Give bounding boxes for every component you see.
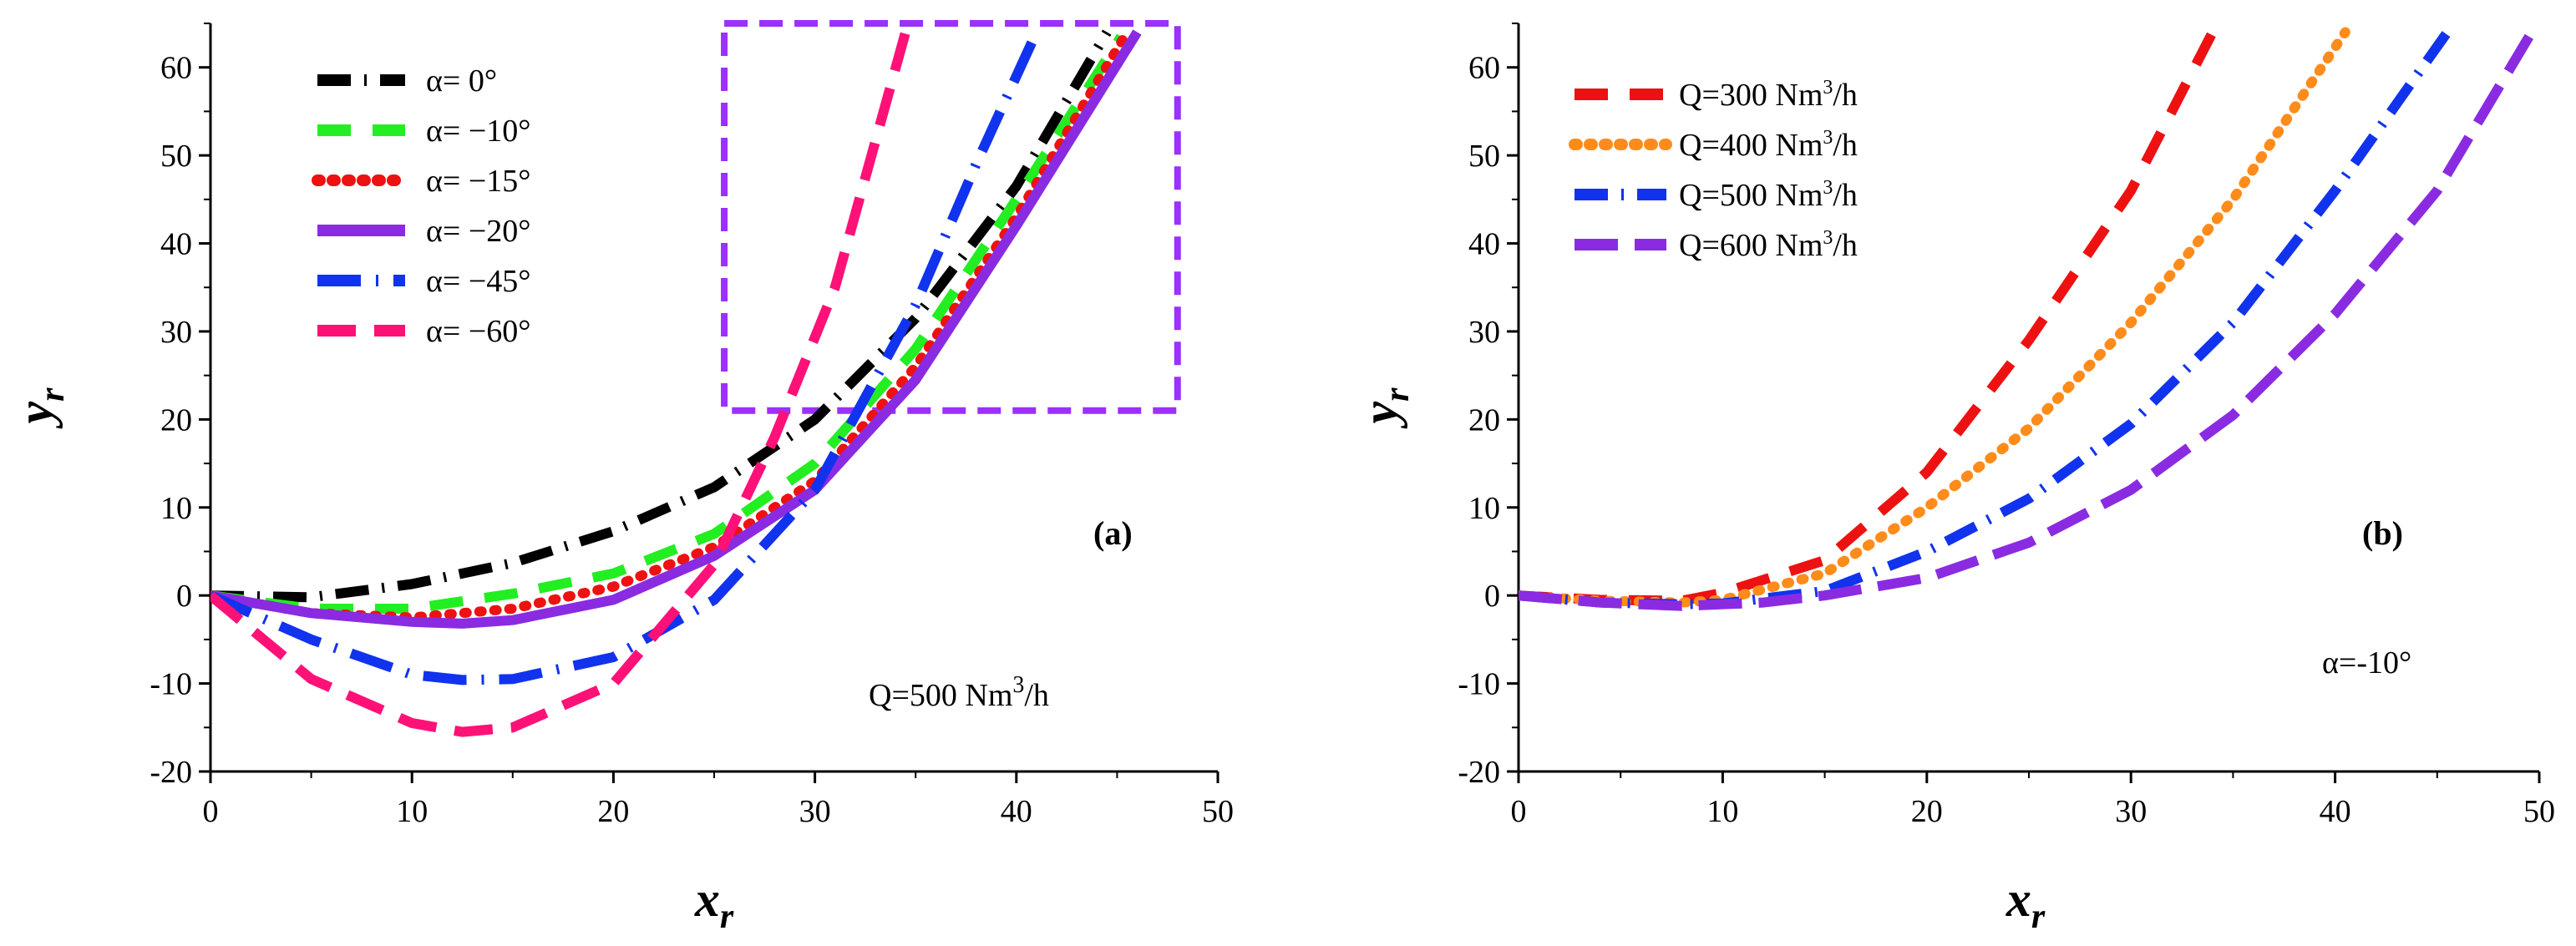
legend-label: α= −15° <box>426 164 530 199</box>
series-line-2 <box>210 33 1126 614</box>
legend-label: α= −60° <box>426 314 530 349</box>
y-axis-label: yr <box>8 387 72 429</box>
series-line-4 <box>1519 33 2533 611</box>
series-group <box>1519 27 2533 611</box>
legend-label: α= −20° <box>426 214 530 249</box>
y-tick-label: 20 <box>1468 402 1500 438</box>
legend-label: α= 0° <box>426 63 497 99</box>
y-tick-label: -10 <box>1458 667 1500 702</box>
zoom-box <box>721 20 1181 414</box>
y-tick-label: 0 <box>1484 579 1500 614</box>
y-tick-label: 30 <box>160 315 192 350</box>
y-tick-label: -20 <box>150 755 192 790</box>
x-tick-label: 20 <box>1911 794 1943 829</box>
x-tick-label: 40 <box>1001 794 1032 829</box>
series-line-6 <box>210 30 910 737</box>
x-tick-label: 20 <box>597 794 629 829</box>
panel-label: (b) <box>2362 514 2403 552</box>
y-tick-label: 40 <box>160 227 192 262</box>
legend-label: Q=300 Nm3/h <box>1679 77 1858 113</box>
chart-panel-a: 0 10 20 30 40 50 -20 -10 0 10 20 30 40 50 60 α= 0° α= −1… <box>8 20 1234 936</box>
y-tick-label: -10 <box>150 667 192 702</box>
x-tick-label: 50 <box>2523 794 2555 829</box>
x-tick-label: 0 <box>1511 794 1527 829</box>
legend-label: α= −10° <box>426 114 530 149</box>
x-tick-label: 30 <box>799 794 831 829</box>
legend: α= 0° α= −10° α= −15° α= −20° α= −45° α= −60° <box>312 63 530 349</box>
x-tick-label: 50 <box>1202 794 1234 829</box>
x-tick-label: 30 <box>2115 794 2147 829</box>
x-tick-label: 0 <box>203 794 219 829</box>
legend: Q=300 Nm3/h Q=400 Nm3/h Q=500 Nm3/h Q=600 N… <box>1569 77 1858 263</box>
series-line-2 <box>1519 27 2350 608</box>
x-tick-label: 10 <box>396 794 428 829</box>
y-tick-label: 60 <box>1468 51 1500 86</box>
panel-label: (a) <box>1093 514 1133 552</box>
legend-label: Q=500 Nm3/h <box>1679 177 1858 213</box>
y-tick-label: 40 <box>1468 227 1500 262</box>
chart-panel-b: 0 10 20 30 40 50 -20 -10 0 10 20 30 40 50 60 Q=300 Nm3/… <box>1352 23 2555 936</box>
legend-label: α= −45° <box>426 264 530 299</box>
series-line-1 <box>1519 29 2218 606</box>
y-tick-label: 10 <box>1468 491 1500 526</box>
series-group <box>210 27 1142 737</box>
series-line-3 <box>1519 29 2452 610</box>
x-tick-label: 40 <box>2320 794 2351 829</box>
series-line-4 <box>210 29 1142 629</box>
x-axis-label: xr <box>694 872 734 936</box>
y-tick-label: 60 <box>160 51 192 86</box>
y-tick-label: 0 <box>176 579 192 614</box>
x-axis-label: xr <box>2006 872 2046 936</box>
y-tick-label: 50 <box>160 139 192 174</box>
series-line-5 <box>210 30 1042 685</box>
x-tick-label: 10 <box>1706 794 1738 829</box>
y-axis-label: yr <box>1352 387 1417 429</box>
legend-label: Q=400 Nm3/h <box>1679 127 1858 163</box>
annotation: α=-10° <box>2322 645 2411 680</box>
y-tick-label: 50 <box>1468 139 1500 174</box>
series-line-1 <box>210 29 1112 603</box>
y-tick-label: 10 <box>160 491 192 526</box>
legend-label: Q=600 Nm3/h <box>1679 227 1858 263</box>
y-tick-label: 20 <box>160 402 192 438</box>
annotation: Q=500 Nm3/h <box>869 672 1049 713</box>
y-tick-label: 30 <box>1468 315 1500 350</box>
y-tick-label: -20 <box>1458 755 1500 790</box>
